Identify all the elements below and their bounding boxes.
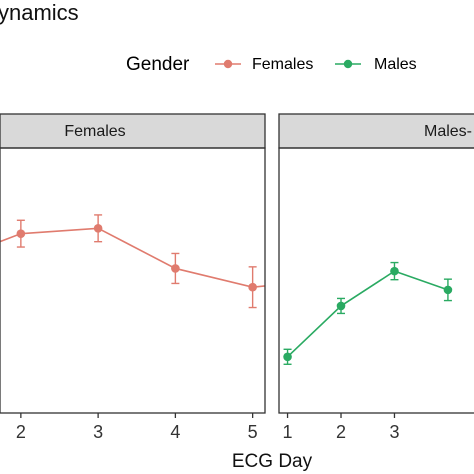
x-tick-label-0-2: 4 — [170, 422, 180, 442]
data-point-0-2 — [93, 224, 103, 233]
legend-label-males: Males — [374, 56, 417, 73]
panel-border-0 — [0, 147, 266, 414]
series-group-0 — [0, 214, 335, 309]
data-point-1-2 — [390, 266, 399, 276]
data-point-1-3 — [443, 285, 453, 295]
facet-strip-label-1: Males- — [424, 123, 472, 140]
data-point-0-4 — [248, 282, 257, 292]
facet-strip-0 — [0, 113, 266, 149]
x-tick-label-1-0: 1 — [283, 422, 293, 442]
chart-title: ynamics — [0, 0, 79, 25]
data-point-1-0 — [283, 352, 292, 362]
data-point-0-3 — [171, 264, 180, 273]
data-point-0-5 — [326, 275, 335, 284]
data-point-1-1 — [336, 301, 346, 311]
x-tick-label-0-0: 2 — [16, 422, 26, 442]
data-point-0-1 — [16, 229, 26, 238]
x-tick-label-1-2: 3 — [389, 422, 399, 442]
panel-border-1 — [278, 147, 474, 414]
x-tick-label-1-1: 2 — [336, 422, 346, 442]
facet-strip-label-0: Females — [64, 123, 125, 140]
facet-strip-1 — [278, 113, 474, 149]
legend-key-dot-1 — [343, 59, 353, 69]
x-tick-label-0-3: 5 — [248, 422, 258, 442]
x-axis-label: ECG Day — [232, 451, 313, 472]
series-line-1 — [287, 270, 449, 358]
legend-label-females: Females — [252, 56, 314, 73]
series-line-0 — [0, 227, 265, 289]
legend-title: Gender — [126, 54, 190, 75]
legend-key-dot-0 — [223, 59, 233, 69]
x-tick-label-0-1: 3 — [93, 422, 103, 442]
series-group-1 — [283, 261, 453, 365]
